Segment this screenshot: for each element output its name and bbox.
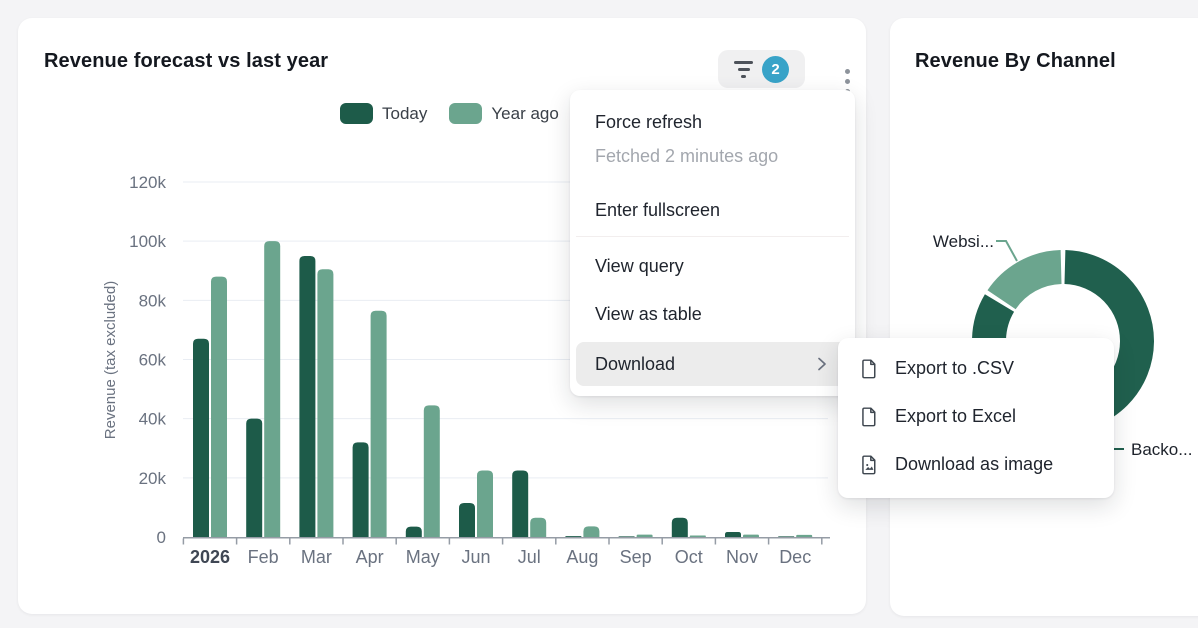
- svg-text:Nov: Nov: [726, 547, 758, 567]
- export-excel-label: Export to Excel: [895, 406, 1017, 426]
- submenu-item-export-csv[interactable]: Export to .CSV: [838, 344, 1114, 392]
- svg-text:Apr: Apr: [356, 547, 384, 567]
- filter-count-badge: 2: [762, 55, 789, 83]
- y-axis-title: Revenue (tax excluded): [102, 281, 119, 439]
- bars-today: [193, 255, 795, 538]
- file-icon: [862, 358, 876, 378]
- export-csv-label: Export to .CSV: [895, 358, 1015, 378]
- legend-item-year-ago[interactable]: Year ago: [449, 103, 559, 124]
- svg-text:Websi...: Websi...: [933, 232, 994, 251]
- donut-slice-2: [987, 250, 1063, 310]
- svg-text:20k: 20k: [139, 469, 167, 488]
- download-image-label: Download as image: [895, 454, 1054, 474]
- view-query-label: View query: [595, 256, 684, 276]
- svg-text:Feb: Feb: [248, 547, 279, 567]
- chart-context-menu: Force refresh Fetched 2 minutes ago Ente…: [570, 90, 855, 396]
- legend-label-year-ago: Year ago: [491, 103, 559, 123]
- menu-fetched-status: Fetched 2 minutes ago: [595, 146, 779, 166]
- svg-text:Jun: Jun: [461, 547, 490, 567]
- svg-text:120k: 120k: [129, 173, 166, 192]
- svg-text:Jul: Jul: [518, 547, 541, 567]
- force-refresh-label: Force refresh: [595, 112, 703, 132]
- donut-chart-svg: Websi... Backo...: [933, 232, 1193, 459]
- donut-card-title: Revenue By Channel: [915, 50, 1116, 72]
- file-icon: [862, 406, 876, 426]
- x-axis: [182, 537, 830, 545]
- donut-slice-1: [972, 294, 1015, 341]
- svg-text:60k: 60k: [139, 351, 167, 370]
- download-submenu: Export to .CSV Export to Excel Download …: [838, 338, 1114, 498]
- menu-item-force-refresh[interactable]: Force refresh: [576, 102, 849, 142]
- donut-label-website: Websi...: [933, 232, 1018, 262]
- svg-text:Oct: Oct: [675, 547, 703, 567]
- chevron-right-icon: [814, 356, 830, 372]
- bars-year-ago: [211, 241, 813, 537]
- menu-divider: [576, 236, 849, 237]
- svg-text:Sep: Sep: [620, 547, 652, 567]
- svg-text:Aug: Aug: [566, 547, 598, 567]
- submenu-item-export-excel[interactable]: Export to Excel: [838, 392, 1114, 440]
- submenu-item-download-image[interactable]: Download as image: [838, 440, 1114, 488]
- menu-item-view-as-table[interactable]: View as table: [576, 294, 849, 334]
- menu-item-download[interactable]: Download: [576, 342, 849, 386]
- filter-icon: [734, 60, 753, 78]
- svg-text:Mar: Mar: [301, 547, 332, 567]
- svg-text:40k: 40k: [139, 410, 167, 429]
- today-swatch: [340, 103, 373, 124]
- menu-item-view-query[interactable]: View query: [576, 246, 849, 286]
- x-axis-labels: 2026 Feb Mar Apr May Jun Jul Aug Sep Oct Nov Dec: [190, 547, 811, 567]
- svg-text:2026: 2026: [190, 547, 230, 567]
- svg-text:0: 0: [157, 528, 166, 547]
- y-axis-labels: 0 20k 40k 60k 80k 100k 120k: [129, 173, 166, 547]
- enter-fullscreen-label: Enter fullscreen: [595, 200, 721, 220]
- year-ago-swatch: [449, 103, 483, 124]
- filter-button[interactable]: 2: [718, 50, 805, 88]
- page-title: Revenue forecast vs last year: [44, 50, 329, 72]
- revenue-by-channel-card: Revenue By Channel Websi... Backo...: [890, 18, 1198, 616]
- svg-text:Dec: Dec: [779, 547, 811, 567]
- download-label: Download: [595, 354, 676, 374]
- svg-text:80k: 80k: [139, 291, 167, 310]
- legend-item-today[interactable]: Today: [340, 103, 427, 124]
- menu-item-enter-fullscreen[interactable]: Enter fullscreen: [576, 190, 849, 230]
- image-file-icon: [862, 454, 876, 474]
- legend-label-today: Today: [382, 103, 428, 123]
- donut-label-backorder: Backo...: [1108, 440, 1192, 459]
- svg-text:May: May: [406, 547, 440, 567]
- chart-legend: Today Year ago: [340, 103, 559, 124]
- svg-text:100k: 100k: [129, 232, 166, 251]
- svg-text:Backo...: Backo...: [1131, 440, 1192, 459]
- view-as-table-label: View as table: [595, 304, 702, 324]
